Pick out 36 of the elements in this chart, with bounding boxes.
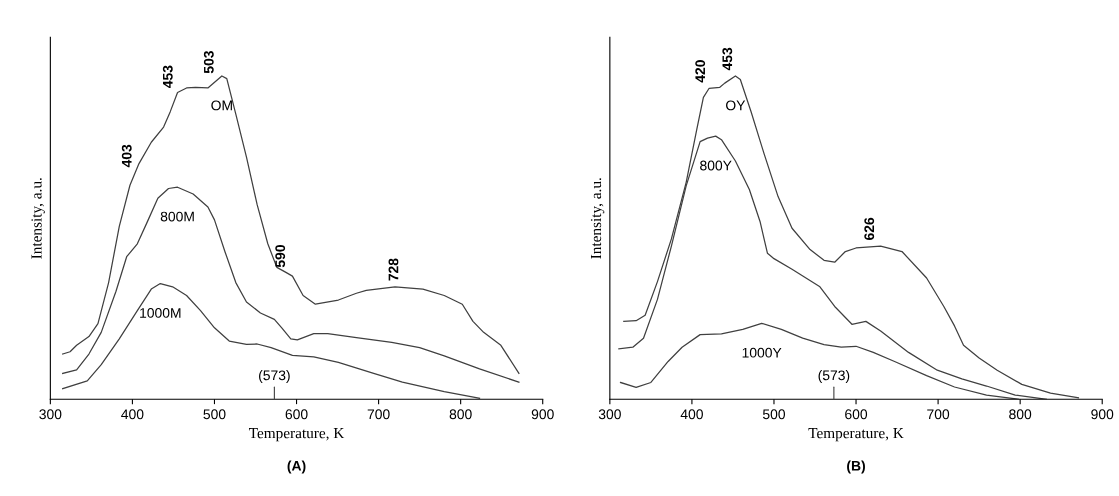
annotation: 453 xyxy=(162,65,173,89)
x-axis-title: Temperature, K xyxy=(808,428,904,442)
text: (B) xyxy=(847,460,865,474)
annotation: 503 xyxy=(203,51,214,74)
annotation: 626 xyxy=(864,217,875,240)
x-tick-label: 800 xyxy=(1009,409,1032,420)
x-axis-title: Temperature, K xyxy=(248,428,345,442)
x-tick-label: 400 xyxy=(121,409,144,420)
x-tick-label: 700 xyxy=(927,409,950,420)
series-label: 800M xyxy=(160,211,194,222)
x-tick-label: 900 xyxy=(531,409,554,420)
x-tick-label: 300 xyxy=(598,409,621,420)
series-label: 1000Y xyxy=(742,347,782,358)
text: (A) xyxy=(287,460,306,474)
series-label: OY xyxy=(726,100,746,111)
series-label: 1000M xyxy=(140,307,181,318)
annotation: 453 xyxy=(722,47,733,71)
series-label: 800Y xyxy=(700,160,732,171)
x-tick-label: 300 xyxy=(39,409,62,420)
y-axis-title: Intensity, a.u. xyxy=(31,178,45,259)
annotation: 403 xyxy=(121,144,132,168)
x-tick-label: 600 xyxy=(285,409,308,420)
annotation: 728 xyxy=(388,258,399,281)
annotation: (573) xyxy=(818,370,850,383)
annotation: (573) xyxy=(259,370,290,383)
x-tick-label: 900 xyxy=(1091,409,1114,420)
x-tick-label: 600 xyxy=(845,409,868,420)
x-tick-label: 800 xyxy=(449,409,472,420)
x-tick-label: 700 xyxy=(367,409,390,420)
annotation: 420 xyxy=(695,60,706,83)
annotation: 590 xyxy=(275,245,286,268)
series-label: OM xyxy=(211,100,232,111)
y-axis-title: Intensity, a.u. xyxy=(590,178,605,259)
x-tick-label: 500 xyxy=(203,409,226,420)
x-tick-label: 500 xyxy=(762,409,786,420)
x-tick-label: 400 xyxy=(680,409,703,420)
